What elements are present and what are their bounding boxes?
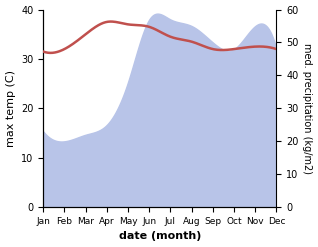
Y-axis label: med. precipitation (kg/m2): med. precipitation (kg/m2) [302,43,313,174]
X-axis label: date (month): date (month) [119,231,201,242]
Y-axis label: max temp (C): max temp (C) [5,70,16,147]
